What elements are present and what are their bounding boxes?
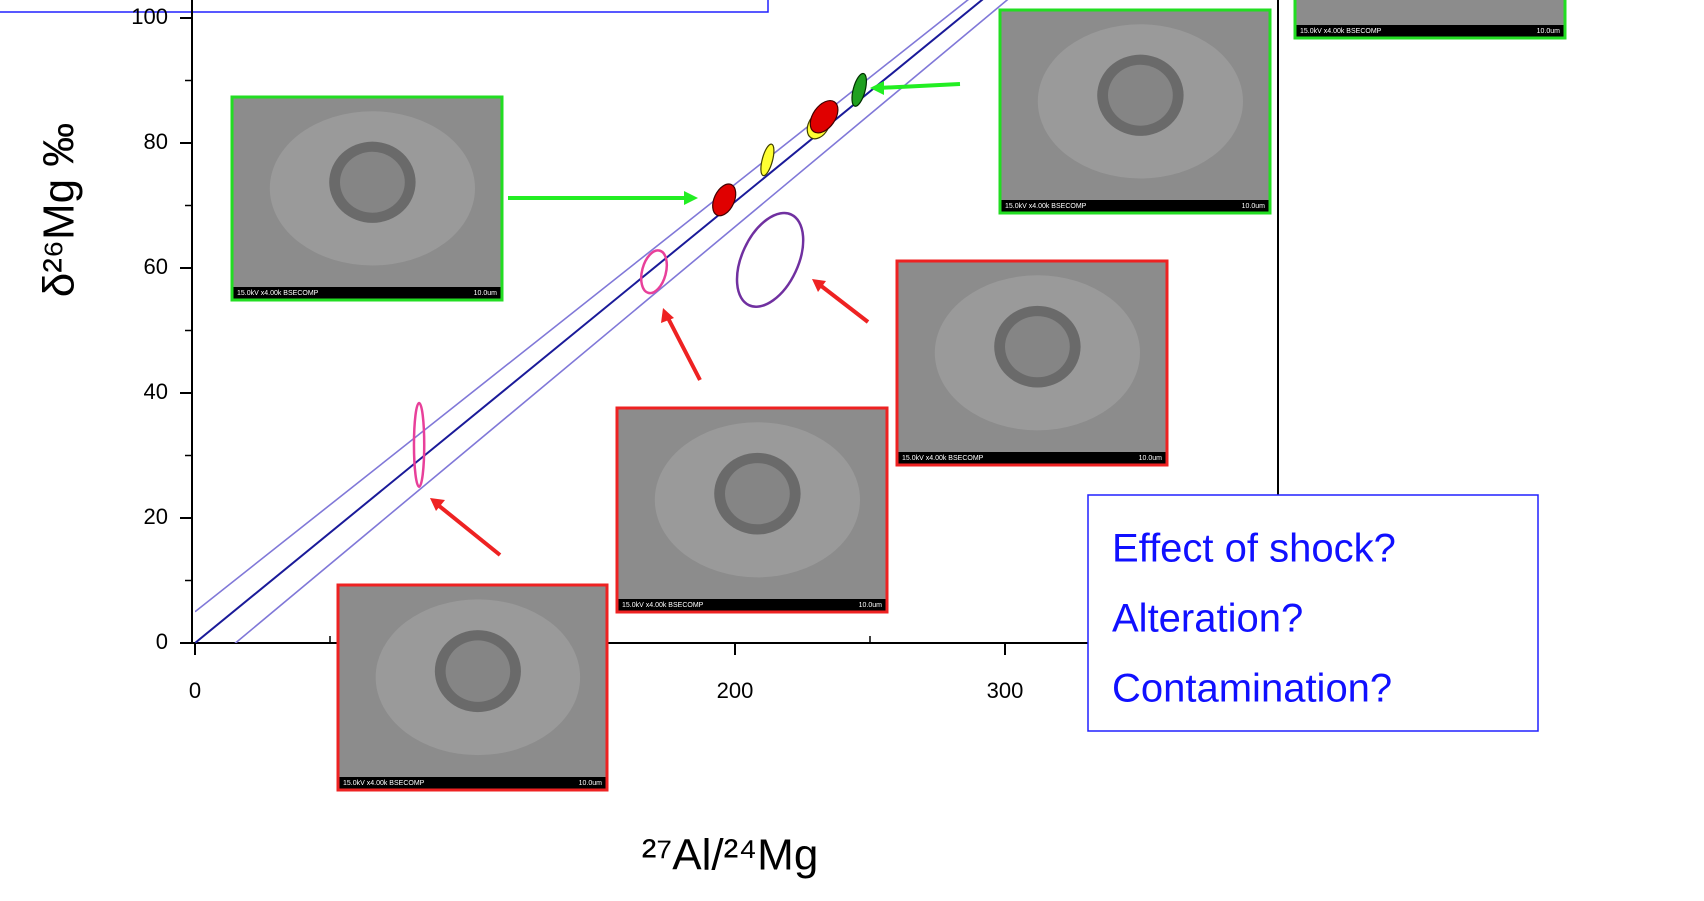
scale-label: 10.0um xyxy=(474,290,498,297)
caption: 15.0kV x4.00k BSECOMP xyxy=(622,602,704,609)
caption: 15.0kV x4.00k BSECOMP xyxy=(343,780,425,787)
caption: 15.0kV x4.00k BSECOMP xyxy=(1005,203,1087,210)
note-line: Alteration? xyxy=(1112,597,1303,641)
micrograph: 15.0kV x4.00k BSECOMP 10.0um xyxy=(338,585,607,790)
caption: 15.0kV x4.00k BSECOMP xyxy=(902,455,984,462)
pit xyxy=(340,152,405,213)
micrograph: 15.0kV x4.00k BSECOMP 10.0um xyxy=(617,408,887,612)
note-line: Effect of shock? xyxy=(1112,527,1396,571)
y-tick-label: 0 xyxy=(156,629,168,654)
caption: 15.0kV x4.00k BSECOMP xyxy=(1300,28,1382,35)
micrograph: 15.0kV x4.00k BSECOMP 10.0um xyxy=(897,261,1167,465)
scale-label: 10.0um xyxy=(859,602,883,609)
y-axis-label: δ²⁶Mg ‰ xyxy=(35,123,84,298)
note-line: Contamination? xyxy=(1112,667,1392,711)
y-tick-label: 60 xyxy=(144,254,168,279)
y-tick-label: 20 xyxy=(144,504,168,529)
pit xyxy=(1108,65,1173,126)
pit xyxy=(725,463,790,524)
page: {"chart_data": {"type": "scatter", "xlab… xyxy=(0,0,1704,901)
text-box xyxy=(0,0,768,12)
micrograph: 15.0kV x4.00k BSECOMP 10.0um xyxy=(1295,0,1565,38)
x-tick-label: 200 xyxy=(717,678,754,703)
micrograph: 15.0kV x4.00k BSECOMP 10.0um xyxy=(1000,10,1270,213)
x-tick-label: 300 xyxy=(987,678,1024,703)
scale-label: 10.0um xyxy=(579,780,603,787)
chart: 0204060801000100200300400 δ²⁶Mg ‰ ²⁷Al/²… xyxy=(0,0,1704,901)
pit xyxy=(446,640,511,702)
y-tick-label: 40 xyxy=(144,379,168,404)
y-tick-label: 80 xyxy=(144,129,168,154)
micrograph: 15.0kV x4.00k BSECOMP 10.0um xyxy=(232,97,502,300)
caption: 15.0kV x4.00k BSECOMP xyxy=(237,290,319,297)
x-tick-label: 0 xyxy=(189,678,201,703)
scale-label: 10.0um xyxy=(1242,203,1266,210)
pit xyxy=(1005,316,1070,377)
scale-label: 10.0um xyxy=(1537,28,1561,35)
note-box: Effect of shock? Alteration? Contaminati… xyxy=(1088,495,1538,731)
scale-label: 10.0um xyxy=(1139,455,1163,462)
x-axis-label: ²⁷Al/²⁴Mg xyxy=(642,831,819,880)
y-tick-label: 100 xyxy=(131,4,168,29)
